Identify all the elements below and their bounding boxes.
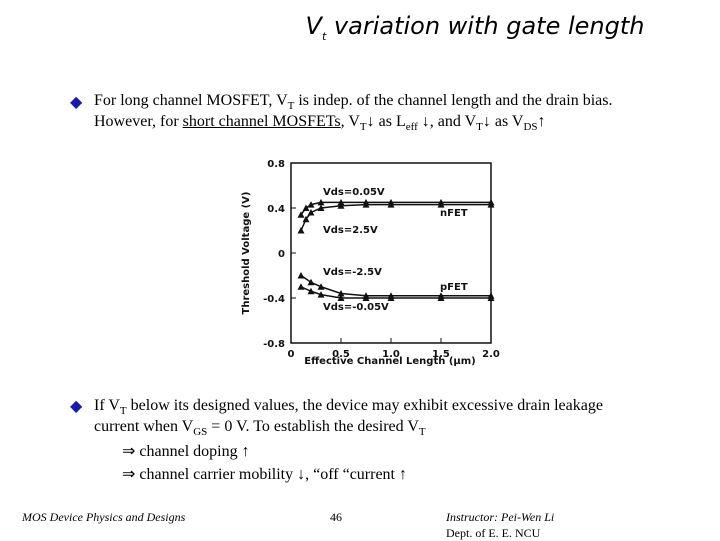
bullet-line: current when VGS = 0 V. To establish the… xyxy=(94,418,426,438)
text-run: variation with gate length xyxy=(326,12,645,40)
text-run: , V xyxy=(340,113,360,130)
data-point xyxy=(487,201,495,208)
data-point xyxy=(362,294,370,301)
x-axis-label: Effective Channel Length (μm) xyxy=(304,356,476,367)
page-number: 46 xyxy=(330,510,342,524)
text-run: ⇒ channel carrier mobility ↓, “off “curr… xyxy=(122,466,407,483)
data-point xyxy=(297,227,305,234)
series-label: Vds=2.5V xyxy=(323,225,378,236)
series-label: Vds=-0.05V xyxy=(323,302,389,313)
text-run: ↓ as L xyxy=(366,113,406,130)
text-run: T xyxy=(418,426,426,439)
x-tick-label: 1.0 xyxy=(382,349,400,360)
text-run: T xyxy=(476,121,483,134)
bullet-line: If VT below its designed values, the dev… xyxy=(94,397,603,417)
text-run: ↑ xyxy=(537,113,546,130)
y-axis-label: Threshold Voltage (V) xyxy=(241,192,252,315)
data-point xyxy=(437,294,445,301)
text-run: = 0 V. To establish the desired V xyxy=(207,418,419,435)
bullet-icon: ◆ xyxy=(70,94,83,111)
x-tick-label: 0 xyxy=(288,349,295,360)
data-point xyxy=(362,201,370,208)
data-point xyxy=(297,272,305,279)
data-point xyxy=(487,294,495,301)
bullet-line: For long channel MOSFET, VT is indep. of… xyxy=(94,92,613,112)
department: Dept. of E. E. NCU xyxy=(446,526,541,540)
text-run: GS xyxy=(193,426,208,439)
data-point xyxy=(337,290,345,297)
data-point xyxy=(387,294,395,301)
x-tick-label: 0.5 xyxy=(332,349,350,360)
text-run: below its designed values, the device ma… xyxy=(126,397,603,414)
text-run: If V xyxy=(94,397,120,414)
bullet-icon: ◆ xyxy=(70,398,83,415)
data-point xyxy=(317,291,325,298)
text-run: For long channel MOSFET, V xyxy=(94,92,288,109)
instructor: Instructor: Pei-Wen Li xyxy=(446,510,555,524)
y-tick-label: 0.8 xyxy=(267,159,285,170)
data-point xyxy=(337,202,345,209)
text-run: eff xyxy=(405,121,418,134)
plot-frame xyxy=(290,162,492,344)
y-tick-label: 0.4 xyxy=(267,204,285,215)
data-point xyxy=(337,198,345,206)
data-point xyxy=(317,198,325,206)
data-point xyxy=(307,287,315,295)
footer-left: MOS Device Physics and Designs xyxy=(22,510,186,524)
text-run: is indep. of the channel length and the … xyxy=(294,92,613,109)
text-run: V xyxy=(305,12,322,40)
data-point xyxy=(307,209,315,216)
bullet-line: However, for short channel MOSFETs, VT↓ … xyxy=(94,113,546,133)
text-run: T xyxy=(287,100,295,113)
data-point xyxy=(317,204,325,211)
data-point xyxy=(302,215,310,223)
y-tick-label: -0.4 xyxy=(263,294,285,305)
text-run: ⇒ channel doping ↑ xyxy=(122,443,250,460)
y-tick-label: -0.8 xyxy=(263,339,285,350)
data-point xyxy=(337,294,345,301)
data-point xyxy=(317,283,325,290)
annotation: pFET xyxy=(440,282,468,293)
chart: Effective Channel Length (μm) Threshold … xyxy=(241,159,500,367)
data-point xyxy=(297,211,305,218)
text-run: DS xyxy=(523,121,538,134)
series-label: Vds=0.05V xyxy=(323,187,385,198)
data-point xyxy=(307,278,315,286)
data-point xyxy=(302,204,310,211)
data-point xyxy=(307,201,315,208)
slide-title: Vt variation with gate length xyxy=(0,12,720,43)
text-run: T xyxy=(119,405,127,418)
annotation: nFET xyxy=(440,208,468,219)
text-run: T xyxy=(359,121,367,134)
data-point xyxy=(437,201,445,208)
x-tick-label: 2.0 xyxy=(482,349,500,360)
bullet-line: ⇒ channel doping ↑ xyxy=(122,441,250,461)
bullet-line: ⇒ channel carrier mobility ↓, “off “curr… xyxy=(122,464,407,484)
data-point xyxy=(297,283,305,290)
text-run: ↓, and V xyxy=(417,113,477,130)
text-run: However, for xyxy=(94,113,183,130)
x-tick-label: 1.5 xyxy=(432,349,450,360)
data-point xyxy=(387,201,395,208)
text-run: ↓ as V xyxy=(482,113,524,130)
text-run: current when V xyxy=(94,418,194,435)
text-run: t xyxy=(321,29,327,43)
text-run: short channel MOSFETs xyxy=(182,113,341,130)
series-label: Vds=-2.5V xyxy=(323,267,382,278)
y-tick-label: 0 xyxy=(278,249,285,260)
